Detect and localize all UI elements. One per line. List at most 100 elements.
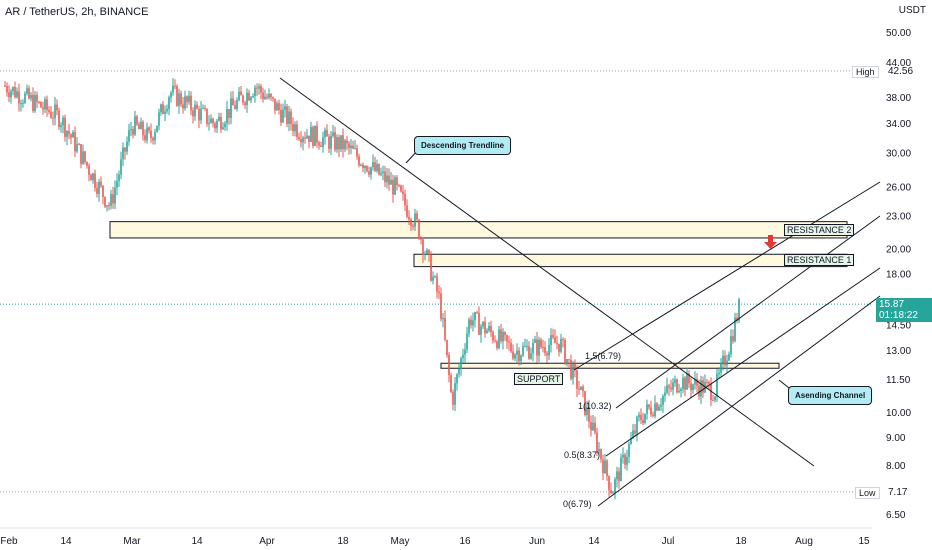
- candle-body: [54, 104, 56, 119]
- candle-body: [76, 144, 78, 152]
- candle-body: [670, 387, 672, 390]
- candle-body: [202, 107, 204, 109]
- candle-body: [354, 148, 356, 150]
- candle-body: [164, 111, 166, 115]
- candle-body: [358, 156, 360, 166]
- candle-body: [326, 130, 328, 137]
- candle-body: [310, 127, 312, 143]
- candle-body: [316, 125, 318, 143]
- y-tick: 9.00: [886, 433, 906, 444]
- candle-body: [228, 108, 230, 118]
- candle-body: [618, 471, 620, 482]
- candle-body: [168, 97, 170, 109]
- candle-body: [628, 443, 630, 457]
- candle-body: [338, 137, 340, 150]
- candle-body: [334, 132, 336, 150]
- y-axis: 50.00 44.00 38.00 34.00 30.00 26.00 23.00 20.00…: [886, 28, 911, 521]
- candle-body: [644, 413, 646, 424]
- candle-body: [692, 384, 694, 391]
- candle-body: [546, 353, 548, 356]
- candle-body: [634, 430, 636, 434]
- candle-body: [696, 378, 698, 386]
- candle-body: [664, 392, 666, 396]
- candle-body: [196, 104, 198, 109]
- candle-body: [108, 205, 110, 207]
- candle-body: [472, 320, 474, 326]
- candle-body: [404, 193, 406, 206]
- candle-body: [8, 92, 10, 98]
- candle-body: [238, 91, 240, 101]
- candle-body: [56, 104, 58, 111]
- candle-body: [588, 406, 590, 423]
- candle-body: [134, 116, 136, 135]
- ascending-channel-callout: Asending Channel: [788, 386, 873, 405]
- candle-body: [666, 385, 668, 393]
- candle-body: [450, 375, 452, 392]
- x-tick: Feb: [0, 536, 18, 547]
- candle-body: [244, 102, 246, 105]
- candle-body: [288, 111, 290, 124]
- candle-body: [418, 219, 420, 239]
- candle-body: [494, 340, 496, 342]
- candle-body: [46, 99, 48, 110]
- candle-body: [260, 86, 262, 93]
- candle-body: [62, 117, 64, 126]
- candle-body: [26, 88, 28, 94]
- candle-body: [240, 91, 242, 96]
- last-price: 15.87: [879, 299, 905, 310]
- candle-body: [360, 164, 362, 166]
- candle-body: [226, 108, 228, 124]
- candle-body: [268, 93, 270, 98]
- candle-body: [710, 383, 712, 401]
- channel-lower-line: [597, 295, 881, 507]
- candle-body: [256, 87, 258, 89]
- candle-body: [36, 94, 38, 102]
- candle-body: [500, 329, 502, 342]
- resistance-1-label: RESISTANCE 1: [784, 254, 855, 266]
- candle-body: [672, 382, 674, 390]
- candle-body: [452, 391, 454, 405]
- candle-body: [624, 454, 626, 465]
- candle-body: [126, 141, 128, 152]
- x-tick: 16: [459, 536, 471, 547]
- candle-body: [364, 165, 366, 169]
- candle-body: [552, 335, 554, 338]
- candle-body: [278, 103, 280, 111]
- candle-body: [106, 205, 108, 207]
- candle-body: [218, 116, 220, 121]
- candle-body: [730, 336, 732, 354]
- candle-body: [694, 378, 696, 385]
- candle-body: [648, 404, 650, 408]
- candle-body: [362, 164, 364, 169]
- candle-body: [22, 102, 24, 104]
- candle-body: [366, 165, 368, 172]
- candle-body: [510, 342, 512, 352]
- candle-body: [478, 312, 480, 335]
- candle-body: [582, 386, 584, 391]
- candle-body: [612, 492, 614, 494]
- candle-body: [170, 92, 172, 98]
- fib-0-5: 0.5(8.37): [564, 450, 601, 460]
- candle-body: [154, 132, 156, 141]
- candle-body: [64, 117, 66, 137]
- candle-body: [232, 98, 234, 106]
- candle-body: [524, 346, 526, 348]
- x-tick: 14: [60, 536, 72, 547]
- candle-body: [16, 91, 18, 98]
- candle-body: [342, 135, 344, 150]
- descending-trendline: [279, 77, 815, 467]
- candle-body: [424, 253, 426, 255]
- y-tick: 44.00: [886, 58, 911, 69]
- candle-body: [28, 88, 30, 99]
- trendlines: [279, 77, 881, 507]
- candle-body: [414, 213, 416, 227]
- candle-body: [242, 95, 244, 103]
- candle-body: [482, 321, 484, 327]
- candle-body: [522, 346, 524, 356]
- candle-body: [480, 326, 482, 335]
- candle-body: [560, 339, 562, 352]
- candle-body: [224, 123, 226, 128]
- candle-body: [576, 370, 578, 389]
- x-tick: 18: [735, 536, 747, 547]
